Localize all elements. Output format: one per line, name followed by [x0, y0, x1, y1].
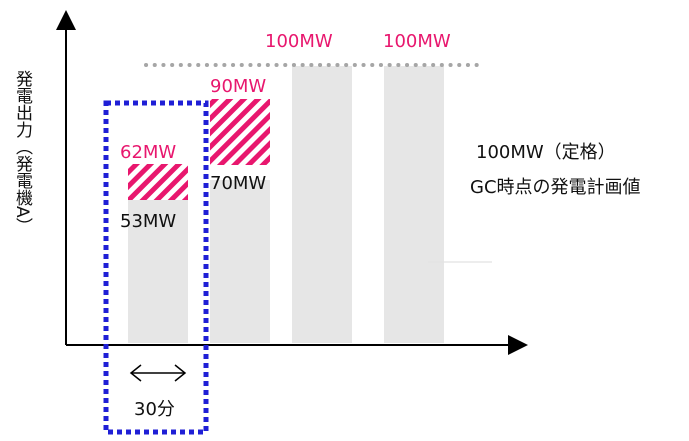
label-100mw-2: 100MW	[383, 31, 451, 52]
y-axis-label: 発電出力（発電機A）	[12, 70, 33, 235]
label-62mw: 62MW	[120, 142, 176, 163]
hatched-increment-90mw	[210, 99, 270, 165]
label-53mw: 53MW	[120, 211, 176, 232]
interval-label: 30分	[134, 399, 175, 420]
bar-slot-4	[384, 66, 444, 343]
gc-plan-label: GC時点の発電計画値	[470, 177, 641, 198]
label-100mw-1: 100MW	[265, 31, 333, 52]
hatched-increment-62mw	[128, 164, 188, 200]
bar-slot-1	[128, 200, 188, 343]
rated-label: 100MW（定格）	[476, 142, 616, 163]
bar-slot-2	[210, 180, 270, 343]
label-90mw: 90MW	[210, 76, 266, 97]
interval-double-arrow	[129, 364, 187, 382]
label-70mw: 70MW	[210, 173, 266, 194]
interval-highlight-box	[103, 100, 209, 435]
bar-slot-3	[292, 66, 352, 343]
